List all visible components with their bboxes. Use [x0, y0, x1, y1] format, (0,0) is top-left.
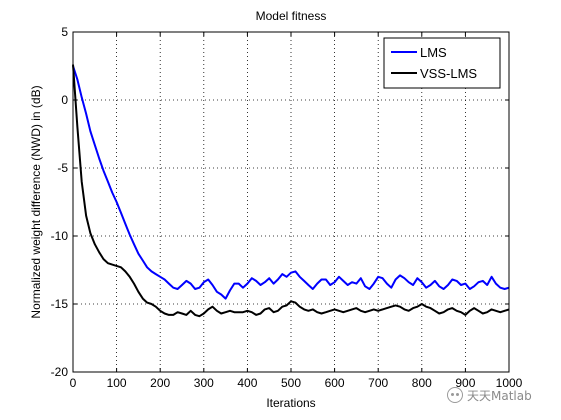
x-tick-label: 1000 [496, 376, 523, 390]
legend-label: VSS-LMS [420, 66, 477, 81]
chart-title: Model fitness [256, 9, 327, 23]
series-line-vss-lms [72, 64, 510, 318]
x-tick-label: 400 [237, 376, 257, 390]
watermark-text: 天天Matlab [467, 388, 532, 403]
legend-box [383, 37, 501, 89]
x-tick-label: 0 [70, 376, 77, 390]
y-axis-label: Normalized weight difference (NWD) in (d… [29, 85, 43, 318]
legend-label: LMS [420, 45, 447, 60]
y-tick-label: -5 [57, 161, 68, 175]
x-tick-label: 200 [150, 376, 170, 390]
grid [73, 32, 509, 372]
y-tick-label: -10 [51, 229, 69, 243]
legend: LMS VSS-LMS [383, 37, 501, 89]
wechat-icon [447, 387, 463, 403]
x-tick-label: 500 [281, 376, 301, 390]
series-line-lms [72, 65, 510, 300]
y-tick-label: 0 [61, 93, 68, 107]
watermark: 天天Matlab [447, 384, 532, 406]
x-tick-label: 100 [107, 376, 127, 390]
x-axis-label: Iterations [266, 396, 315, 410]
x-tick-label: 900 [455, 376, 475, 390]
y-tick-label: -15 [51, 297, 69, 311]
y-tick-label: 5 [61, 25, 68, 39]
x-tick-label: 600 [325, 376, 345, 390]
series-layer [72, 64, 510, 318]
x-tick-label: 700 [368, 376, 388, 390]
ticks: 0 100 200 300 400 500 600 700 800 900 1000 -20 -15 -1… [51, 25, 523, 390]
x-tick-label: 300 [194, 376, 214, 390]
x-tick-label: 800 [412, 376, 432, 390]
y-tick-label: -20 [51, 365, 69, 379]
